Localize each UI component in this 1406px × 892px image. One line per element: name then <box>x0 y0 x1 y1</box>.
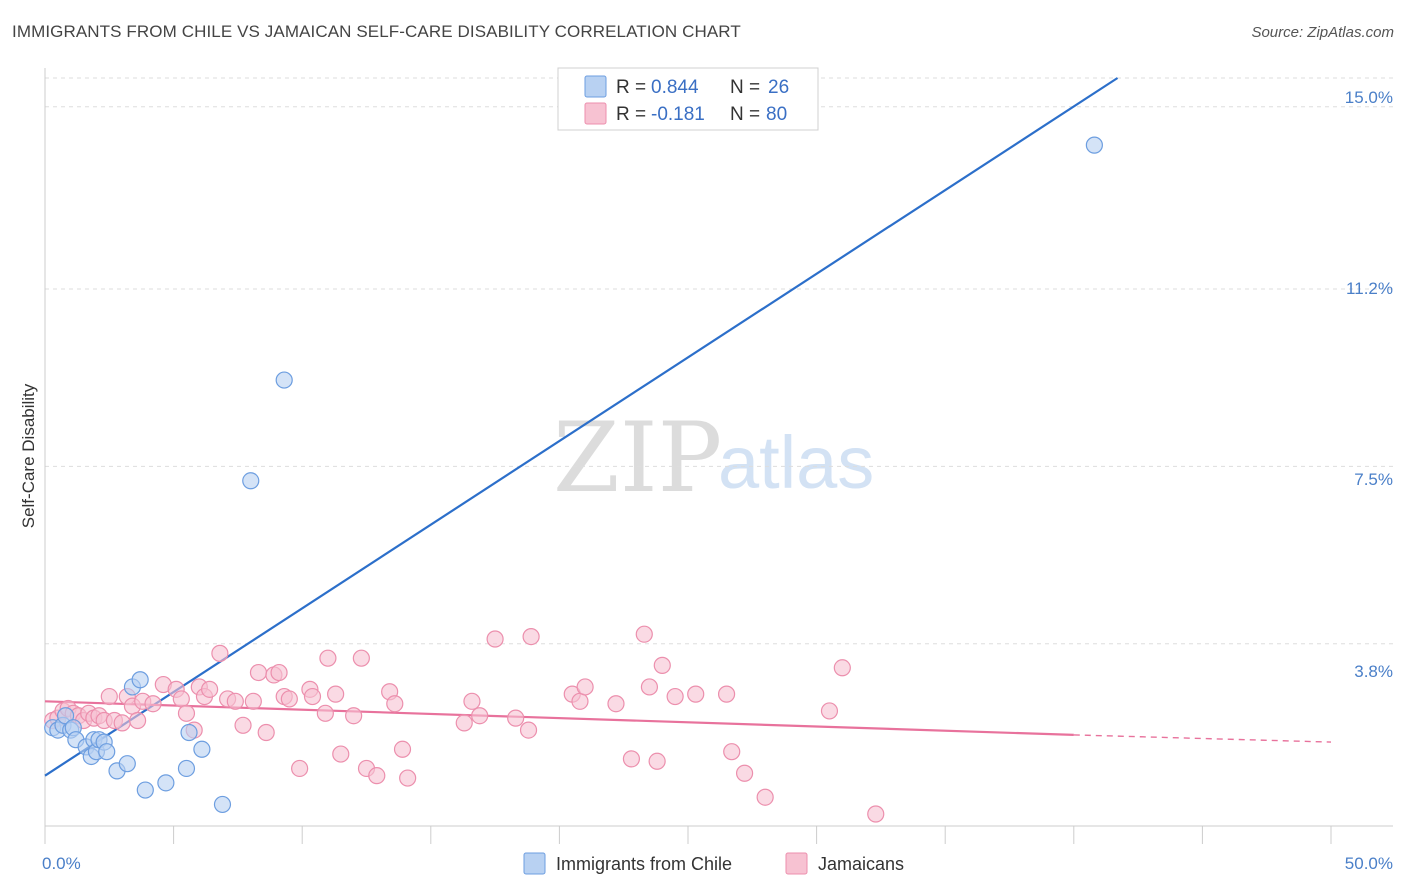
point-chile-19 <box>157 774 175 792</box>
trend-extension-jamaicans <box>1073 734 1332 743</box>
x-tick-label-min: 0.0% <box>42 854 81 873</box>
point-jamaicans-41 <box>319 649 337 667</box>
point-jamaicans-69 <box>666 687 684 706</box>
point-chile-15 <box>118 755 136 773</box>
point-jamaicans-71 <box>717 685 736 703</box>
y-axis-title: Self-Care Disability <box>19 383 38 528</box>
point-chile-26 <box>1085 136 1103 154</box>
point-jamaicans-44 <box>332 745 350 763</box>
point-jamaicans-52 <box>399 769 417 787</box>
legend-r-label-jamaicans: R = <box>616 104 646 125</box>
axis-layer <box>44 68 1393 844</box>
point-jamaicans-68 <box>653 656 671 674</box>
watermark-atlas: atlas <box>718 421 874 504</box>
point-jamaicans-13 <box>113 714 131 732</box>
y-tick-label-15: 15.0% <box>1345 88 1393 107</box>
point-jamaicans-27 <box>211 644 229 662</box>
chart-source: Source: ZipAtlas.com <box>1251 24 1394 41</box>
point-jamaicans-51 <box>393 740 412 758</box>
point-jamaicans-35 <box>270 663 288 682</box>
point-jamaicans-62 <box>576 678 594 696</box>
grid-layer <box>45 77 1393 645</box>
legend-n-label-jamaicans: N = <box>730 104 760 125</box>
point-jamaicans-21 <box>172 690 190 708</box>
point-jamaicans-22 <box>177 704 196 722</box>
bottom-legend-swatch-jamaicans <box>785 852 808 875</box>
point-chile-17 <box>131 671 149 689</box>
point-chile-25 <box>275 371 293 389</box>
point-jamaicans-77 <box>867 805 885 823</box>
watermark-zip: ZIP <box>553 402 722 514</box>
point-jamaicans-67 <box>648 752 666 770</box>
point-jamaicans-30 <box>234 716 252 734</box>
x-tick-label-max: 50.0% <box>1345 854 1393 873</box>
trend-line-jamaicans <box>44 700 1074 736</box>
point-jamaicans-37 <box>280 690 298 708</box>
point-jamaicans-33 <box>257 723 275 742</box>
point-jamaicans-61 <box>571 692 589 710</box>
point-jamaicans-50 <box>386 695 404 713</box>
point-jamaicans-64 <box>622 750 641 768</box>
point-jamaicans-46 <box>352 649 370 667</box>
point-jamaicans-43 <box>327 685 345 703</box>
point-chile-20 <box>177 759 196 778</box>
point-jamaicans-56 <box>486 630 504 648</box>
legend-n-value-jamaicans: 80 <box>766 104 787 125</box>
point-jamaicans-54 <box>463 692 481 710</box>
point-jamaicans-59 <box>522 628 540 646</box>
point-jamaicans-42 <box>316 704 334 722</box>
point-jamaicans-32 <box>249 663 268 682</box>
point-jamaicans-73 <box>735 764 754 782</box>
point-chile-18 <box>136 781 154 799</box>
point-jamaicans-66 <box>640 678 659 696</box>
point-chile-24 <box>242 472 260 490</box>
point-jamaicans-65 <box>635 625 653 643</box>
correlation-legend: R = 0.844 N = 26 R = -0.181 N = 80 <box>557 67 819 131</box>
y-tick-label-11-2: 11.2% <box>1346 279 1393 298</box>
point-jamaicans-75 <box>820 702 839 720</box>
point-jamaicans-58 <box>519 721 538 739</box>
point-jamaicans-74 <box>756 788 774 806</box>
point-jamaicans-26 <box>201 680 219 698</box>
point-jamaicans-76 <box>833 659 851 677</box>
point-jamaicans-29 <box>226 692 244 710</box>
legend-r-label-chile: R = <box>616 77 646 98</box>
legend-swatch-chile <box>584 75 607 98</box>
point-jamaicans-57 <box>507 709 525 727</box>
bottom-legend-label-jamaicans: Jamaicans <box>818 854 904 874</box>
point-jamaicans-63 <box>607 695 625 713</box>
legend-n-value-chile: 26 <box>768 77 789 98</box>
point-jamaicans-55 <box>471 707 489 725</box>
legend-r-value-chile: 0.844 <box>651 77 699 98</box>
point-jamaicans-18 <box>144 695 162 713</box>
point-jamaicans-38 <box>291 759 309 778</box>
trend-line-chile <box>44 77 1119 777</box>
bottom-legend-label-chile: Immigrants from Chile <box>556 854 732 874</box>
point-jamaicans-40 <box>303 687 322 706</box>
point-jamaicans-16 <box>128 711 147 730</box>
point-jamaicans-70 <box>687 685 705 703</box>
point-jamaicans-53 <box>455 714 473 732</box>
point-jamaicans-48 <box>368 767 386 785</box>
points-layer <box>44 136 1103 823</box>
point-chile-22 <box>193 740 211 758</box>
legend-n-label-chile: N = <box>730 77 760 98</box>
series-legend: Immigrants from Chile Jamaicans <box>523 852 904 875</box>
point-chile-23 <box>213 795 232 814</box>
legend-swatch-jamaicans <box>584 102 607 125</box>
point-jamaicans-45 <box>345 707 363 725</box>
point-jamaicans-72 <box>723 743 741 761</box>
point-jamaicans-31 <box>244 692 262 710</box>
point-chile-21 <box>180 723 198 742</box>
y-tick-label-3-8: 3.8% <box>1354 662 1393 681</box>
point-chile-13 <box>98 743 116 761</box>
y-tick-label-7-5: 7.5% <box>1354 470 1393 489</box>
bottom-legend-swatch-chile <box>523 852 546 875</box>
chart-title: IMMIGRANTS FROM CHILE VS JAMAICAN SELF-C… <box>12 22 741 41</box>
point-jamaicans-11 <box>100 687 118 706</box>
legend-r-value-jamaicans: -0.181 <box>651 104 705 125</box>
